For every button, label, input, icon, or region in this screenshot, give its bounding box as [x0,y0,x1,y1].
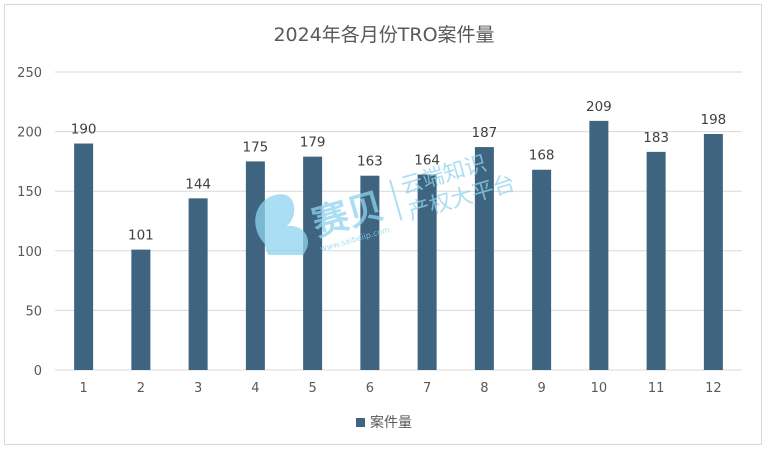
bar-month-9 [532,169,552,370]
legend: 案件量 [0,412,768,432]
bar-month-2 [131,249,151,370]
data-label-month-6: 163 [357,154,383,170]
y-tick-label: 150 [17,185,42,200]
y-tick-label: 0 [34,364,42,379]
bar-month-3 [188,198,208,370]
x-tick-label-7: 7 [423,381,431,396]
x-tick-label-1: 1 [79,381,87,396]
data-labels: 190 101 144 175 179 163 164 187 168 209 183 198 [71,99,727,244]
x-tick-label-6: 6 [366,381,374,396]
bars [74,120,723,370]
y-axis-ticks: 0 50 100 150 200 250 [17,66,42,379]
chart-frame [4,4,762,445]
x-tick-label-2: 2 [137,381,145,396]
x-axis-ticks: 1 2 3 4 5 6 7 8 9 10 11 12 [79,381,721,396]
x-tick-label-12: 12 [705,381,722,396]
y-tick-label: 50 [25,304,42,319]
y-tick-label: 100 [17,245,42,260]
x-tick-label-10: 10 [591,381,608,396]
bar-month-5 [303,156,323,370]
bar-month-1 [74,143,94,370]
data-label-month-2: 101 [128,228,154,244]
data-label-month-7: 164 [414,153,440,169]
gridlines [55,71,742,371]
x-tick-label-8: 8 [480,381,488,396]
x-tick-label-3: 3 [194,381,202,396]
x-tick-label-11: 11 [648,381,665,396]
y-tick-label: 250 [17,66,42,81]
x-tick-label-5: 5 [308,381,316,396]
data-label-month-5: 179 [300,135,326,151]
bar-month-11 [646,151,666,370]
data-label-month-9: 168 [529,148,555,164]
x-tick-label-9: 9 [537,381,545,396]
chart-title: 2024年各月份TRO案件量 [273,24,495,46]
bar-month-4 [245,161,265,370]
data-label-month-8: 187 [471,125,497,141]
data-label-month-4: 175 [242,139,268,155]
y-tick-label: 200 [17,126,42,141]
data-label-month-10: 209 [586,99,612,115]
data-label-month-11: 183 [643,130,669,146]
bar-month-12 [703,133,723,370]
x-tick-label-4: 4 [251,381,259,396]
bar-month-8 [474,147,494,370]
data-label-month-1: 190 [71,122,97,138]
data-label-month-12: 198 [700,112,726,128]
data-label-month-3: 144 [185,176,211,192]
bar-month-7 [417,174,437,370]
bar-month-10 [589,120,609,370]
legend-label: 案件量 [370,415,412,431]
bar-month-6 [360,175,380,370]
legend-swatch [356,417,365,427]
